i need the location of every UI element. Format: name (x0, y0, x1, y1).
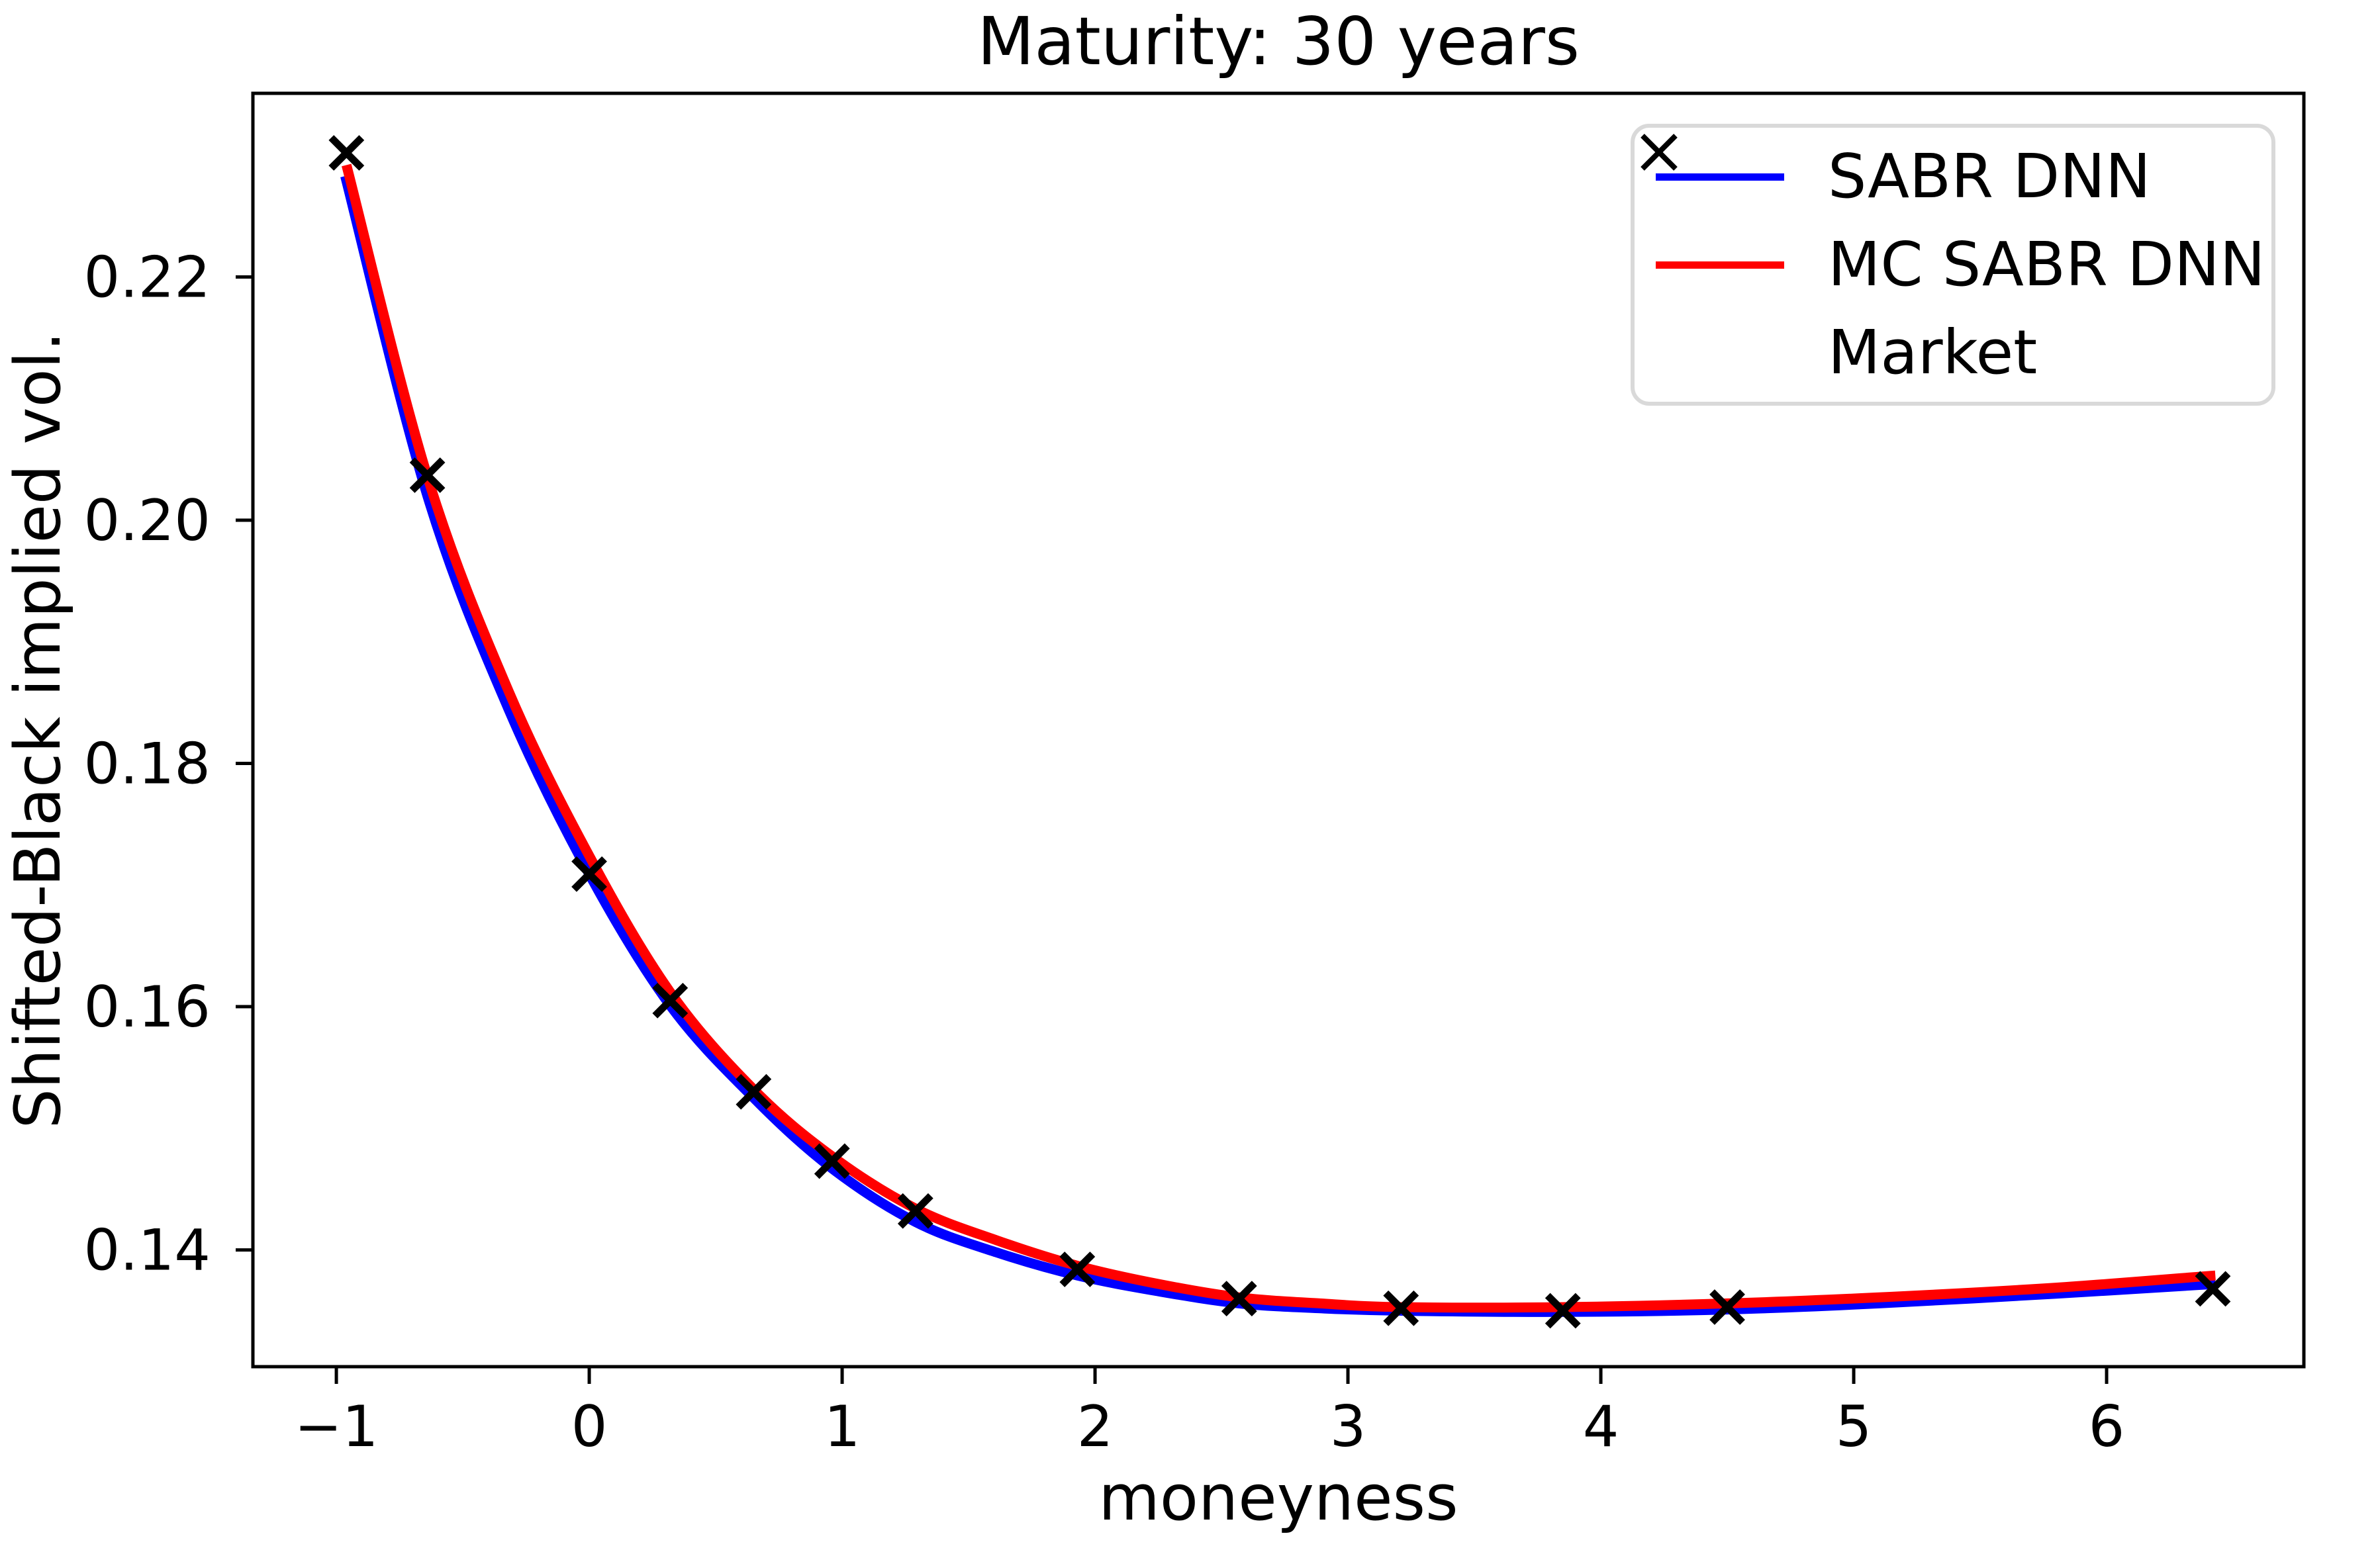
x-axis-label: moneyness (1098, 1462, 1458, 1535)
market-x-marker (1383, 1290, 1419, 1326)
x-tick-label: 3 (1330, 1394, 1366, 1460)
red-line-swatch (1656, 261, 1784, 269)
chart-title: Maturity: 30 years (977, 3, 1580, 80)
market-x-marker (409, 457, 446, 493)
x-tick-label: 0 (571, 1394, 608, 1460)
legend-item-mc-sabr-dnn: MC SABR DNN (1635, 221, 2271, 309)
market-x-marker (652, 982, 689, 1019)
market-x-marker (897, 1193, 933, 1229)
curve-sabr-dnn (340, 175, 2216, 1317)
market-x-marker (1545, 1293, 1581, 1329)
market-x-marker (2195, 1271, 2231, 1307)
market-x-marker (1221, 1281, 1257, 1316)
curve-mc-sabr-dnn (342, 163, 2216, 1313)
axes-spines (251, 91, 2306, 1369)
legend-label-market: Market (1828, 317, 2038, 388)
market-x-marker (814, 1143, 850, 1179)
y-tick-label: 0.14 (84, 1218, 211, 1284)
x-marker-glyph (1641, 134, 1678, 171)
legend: SABR DNN MC SABR DNN Market (1631, 124, 2275, 406)
blue-line-swatch (1656, 173, 1784, 181)
x-tick-label: 6 (2089, 1394, 2125, 1460)
x-tick-label: 4 (1583, 1394, 1619, 1460)
x-marker-swatch (1641, 134, 1678, 171)
market-x-marker (1709, 1289, 1745, 1325)
market-x-marker (571, 856, 607, 892)
market-x-marker (1059, 1252, 1096, 1287)
legend-item-market: Market (1635, 134, 2271, 397)
y-tick-label: 0.22 (84, 244, 211, 310)
market-x-marker (736, 1073, 772, 1110)
x-tick-label: 2 (1077, 1394, 1114, 1460)
legend-label-mc-sabr-dnn: MC SABR DNN (1828, 229, 2265, 300)
y-tick-label: 0.16 (84, 974, 211, 1040)
market-x-marker (328, 135, 365, 171)
legend-item-sabr-dnn: SABR DNN (1635, 133, 2271, 221)
y-tick-label: 0.18 (84, 731, 211, 798)
x-tick-label: −1 (295, 1394, 379, 1460)
y-tick-label: 0.20 (84, 488, 211, 554)
x-tick-label: 1 (824, 1394, 861, 1460)
legend-label-sabr-dnn: SABR DNN (1828, 141, 2151, 212)
x-tick-label: 5 (1836, 1394, 1872, 1460)
